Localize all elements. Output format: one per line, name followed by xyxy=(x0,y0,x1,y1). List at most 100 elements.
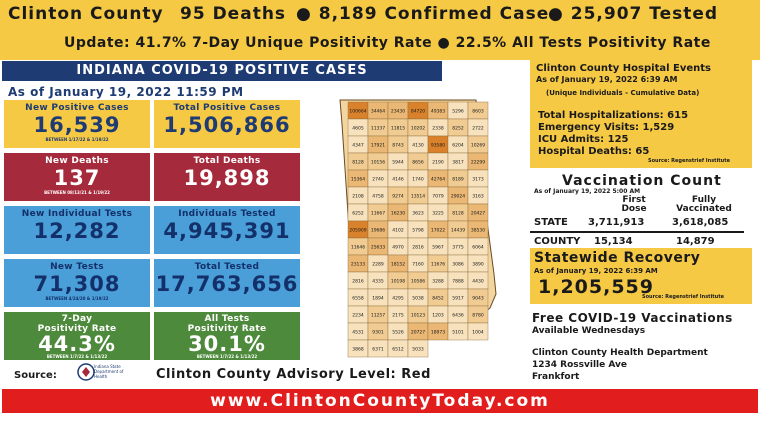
county-count-label: 5944 xyxy=(392,160,404,166)
isdh-logo: Indiana State Department of Health xyxy=(76,362,123,386)
county-count-label: 2234 xyxy=(352,313,364,319)
county-count-label: 84720 xyxy=(411,109,425,115)
total-positive-box: Total Positive Cases 1,506,866 xyxy=(154,100,300,148)
hospital-source: Source: Regenstrief Institute xyxy=(648,158,731,164)
hospital-as-of: As of January 19, 2022 6:39 AM xyxy=(536,75,678,84)
new-positive-label: New Positive Cases xyxy=(25,103,129,113)
county-count-label: 29024 xyxy=(451,194,465,200)
county-count-label: 6204 xyxy=(452,143,464,149)
header-banner: Clinton County 95 Deaths ● 8,189 Confirm… xyxy=(0,0,760,60)
hospital-title: Clinton County Hospital Events xyxy=(536,63,711,74)
state-first-dose: 3,711,913 xyxy=(588,217,645,228)
health-dept-name: Clinton County Health Department xyxy=(532,348,708,358)
county-count-label: 19686 xyxy=(371,228,385,234)
county-count-label: 4146 xyxy=(392,177,404,183)
total-tested-label: Total Tested xyxy=(194,262,260,272)
county-count-label: 8252 xyxy=(452,126,464,132)
county-tested: ● 25,907 Tested xyxy=(548,4,719,24)
county-count-label: 6436 xyxy=(452,313,464,319)
county-count-label: 34464 xyxy=(371,109,385,115)
individuals-tested-label: Individuals Tested xyxy=(178,209,276,219)
county-count-label: 4335 xyxy=(372,279,384,285)
county-count-label: 9301 xyxy=(372,330,384,336)
county-count-label: 4758 xyxy=(372,194,384,200)
county-count-label: 7160 xyxy=(412,262,424,268)
hospital-panel: Clinton County Hospital Events As of Jan… xyxy=(530,60,752,168)
county-count-label: 8128 xyxy=(452,211,464,217)
new-tests-box: New Tests 71,308 BETWEEN 4/24/20 & 1/19/… xyxy=(4,259,150,307)
county-count-label: 4295 xyxy=(392,296,404,302)
county-fully: 14,879 xyxy=(676,236,715,247)
free-vaccinations-title: Free COVID-19 Vaccinations xyxy=(532,311,733,325)
county-count-label: 2816 xyxy=(412,245,424,251)
recovery-source: Source: Regenstrief Institute xyxy=(642,294,725,300)
total-deaths-label: Total Deaths xyxy=(193,156,261,166)
county-count-label: 3163 xyxy=(472,194,484,200)
county-count-label: 4605 xyxy=(352,126,364,132)
website-footer[interactable]: www.ClintonCountyToday.com xyxy=(2,389,758,413)
recovery-as-of: As of January 19, 2022 6:39 AM xyxy=(534,267,658,275)
county-count-label: 38530 xyxy=(471,228,485,234)
total-deaths-box: Total Deaths 19,898 xyxy=(154,153,300,201)
first-dose-header: First Dose xyxy=(621,195,647,214)
county-count-label: 10269 xyxy=(471,143,485,149)
county-count-label: 4130 xyxy=(412,143,424,149)
health-dept-address: 1234 Rossville Ave xyxy=(532,360,627,370)
county-cell xyxy=(407,339,429,358)
county-count-label: 5296 xyxy=(452,109,464,115)
county-count-label: 11257 xyxy=(371,313,385,319)
new-deaths-value: 137 xyxy=(53,166,101,190)
county-count-label: 4347 xyxy=(352,143,364,149)
indiana-map-svg: 100664 34464 23430 84720 49383 5296 8603 4605 11… xyxy=(339,99,497,358)
new-individual-box: New Individual Tests 12,282 xyxy=(4,206,150,254)
county-count-label: 8603 xyxy=(472,109,484,115)
county-count-label: 4970 xyxy=(392,245,404,251)
hospital-line-3: Hospital Deaths: 65 xyxy=(538,146,650,157)
county-first-dose: 15,134 xyxy=(594,236,633,247)
new-tests-value: 71,308 xyxy=(33,272,121,296)
county-count-label: 16230 xyxy=(391,211,405,217)
county-count-label: 8128 xyxy=(352,160,364,166)
state-fully: 3,618,085 xyxy=(672,217,729,228)
county-count-label: 5101 xyxy=(452,330,464,336)
county-count-label: 5038 xyxy=(412,296,424,302)
seven-day-box: 7-Day Positivity Rate 44.3% BETWEEN 1/7/… xyxy=(4,312,150,360)
county-count-label: 15364 xyxy=(351,177,365,183)
indiana-county-map: 100664 34464 23430 84720 49383 5296 8603 4605 11… xyxy=(328,94,506,358)
county-count-label: 3086 xyxy=(452,262,464,268)
hospital-line-1: Emergency Visits: 1,529 xyxy=(538,122,675,133)
county-count-label: 17022 xyxy=(431,228,445,234)
county-count-label: 6558 xyxy=(352,296,364,302)
county-count-label: 205909 xyxy=(349,228,366,234)
recovery-title: Statewide Recovery xyxy=(534,250,701,266)
county-count-label: 11337 xyxy=(371,126,385,132)
hospital-note: (Unique Individuals - Cumulative Data) xyxy=(546,89,700,97)
county-count-label: 20727 xyxy=(411,330,425,336)
individuals-tested-box: Individuals Tested 4,945,391 xyxy=(154,206,300,254)
county-count-label: 6512 xyxy=(392,347,404,353)
county-count-label: 3775 xyxy=(452,245,464,251)
county-count-label: 14439 xyxy=(451,228,465,234)
county-count-label: 2740 xyxy=(372,177,384,183)
county-count-label: 8743 xyxy=(392,143,404,149)
county-count-label: 5967 xyxy=(432,245,444,251)
county-count-label: 20427 xyxy=(471,211,485,217)
fully-vaccinated-header: Fully Vaccinated xyxy=(676,195,732,214)
county-count-label: 49383 xyxy=(431,109,445,115)
source-label: Source: xyxy=(14,370,57,381)
county-count-label: 4430 xyxy=(472,279,484,285)
seven-day-sub: BETWEEN 1/7/22 & 1/13/22 xyxy=(46,354,108,359)
county-count-label: 8189 xyxy=(452,177,464,183)
county-count-label: 1740 xyxy=(412,177,424,183)
county-count-label: 10198 xyxy=(391,279,405,285)
seven-day-value: 44.3% xyxy=(38,332,116,356)
vaccination-divider xyxy=(530,231,744,233)
county-count-label: 10202 xyxy=(411,126,425,132)
isdh-logo-icon xyxy=(77,363,95,381)
county-count-label: 3868 xyxy=(352,347,364,353)
county-count-label: 2289 xyxy=(372,262,384,268)
all-tests-value: 30.1% xyxy=(188,332,266,356)
seven-day-label1: 7-Day xyxy=(61,314,93,324)
county-title: Clinton County xyxy=(8,4,164,24)
recovery-panel: Statewide Recovery As of January 19, 202… xyxy=(530,248,752,304)
